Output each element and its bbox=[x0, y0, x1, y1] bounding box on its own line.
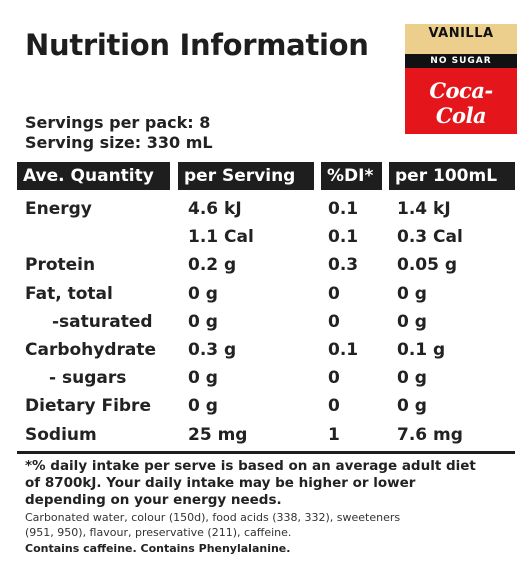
per-serving-value: 0 g bbox=[188, 368, 218, 389]
per-100ml-value: 0.05 g bbox=[397, 255, 458, 276]
nutrient-name: Sodium bbox=[25, 424, 97, 445]
per-serving-value: 0 g bbox=[188, 311, 218, 332]
percent-di-value: 1 bbox=[328, 424, 340, 445]
footnote-line-1: *% daily intake per serve is based on an… bbox=[25, 458, 476, 474]
per-100ml-value: 1.4 kJ bbox=[397, 199, 451, 219]
per-serving-value: 25 mg bbox=[188, 424, 248, 445]
percent-di-value: 0 bbox=[328, 396, 340, 417]
nutrient-name: -saturated bbox=[52, 311, 153, 332]
logo-variant: NO SUGAR bbox=[405, 54, 517, 68]
percent-di-value: 0.1 bbox=[328, 227, 359, 248]
per-serving-value: 1.1 Cal bbox=[188, 227, 254, 248]
per-serving-value: 4.6 kJ bbox=[188, 199, 242, 219]
header-per-serving: per Serving bbox=[178, 162, 314, 190]
per-100ml-value: 0.3 Cal bbox=[397, 227, 463, 248]
percent-di-value: 0 bbox=[328, 283, 340, 304]
per-100ml-value: 0 g bbox=[397, 368, 427, 389]
nutrient-name: Energy bbox=[25, 199, 92, 219]
per-serving-value: 0.3 g bbox=[188, 340, 237, 360]
footnote-line-3: depending on your energy needs. bbox=[25, 492, 282, 508]
header-ave-quantity: Ave. Quantity bbox=[17, 162, 170, 190]
page-title: Nutrition Information bbox=[25, 28, 369, 62]
serving-size: Serving size: 330 mL bbox=[25, 133, 213, 152]
per-serving-value: 0 g bbox=[188, 283, 218, 304]
logo-gold-band bbox=[405, 24, 517, 54]
nutrient-name: Fat, total bbox=[25, 283, 113, 304]
nutrient-name: Dietary Fibre bbox=[25, 396, 151, 417]
percent-di-value: 0.3 bbox=[328, 255, 359, 276]
servings-per-pack: Servings per pack: 8 bbox=[25, 113, 211, 132]
logo-brand: Coca-Cola bbox=[429, 78, 493, 128]
footnote-line-2: of 8700kJ. Your daily intake may be high… bbox=[25, 475, 416, 491]
per-100ml-value: 0.1 g bbox=[397, 340, 446, 360]
nutrient-name: - sugars bbox=[49, 368, 127, 389]
percent-di-value: 0 bbox=[328, 368, 340, 389]
per-100ml-value: 0 g bbox=[397, 311, 427, 332]
per-serving-value: 0 g bbox=[188, 396, 218, 417]
nutrient-name: Protein bbox=[25, 255, 96, 276]
contains-warning: Contains caffeine. Contains Phenylalanin… bbox=[25, 542, 291, 555]
percent-di-value: 0.1 bbox=[328, 340, 359, 360]
nutrient-name: Carbohydrate bbox=[25, 340, 157, 360]
per-100ml-value: 7.6 mg bbox=[397, 424, 463, 445]
per-serving-value: 0.2 g bbox=[188, 255, 237, 276]
percent-di-value: 0 bbox=[328, 311, 340, 332]
ingredients-line-1: Carbonated water, colour (150d), food ac… bbox=[25, 511, 401, 524]
per-100ml-value: 0 g bbox=[397, 283, 427, 304]
ingredients-line-2: (951, 950), flavour, preservative (211),… bbox=[25, 526, 292, 539]
table-bottom-rule bbox=[17, 451, 515, 454]
percent-di-value: 0.1 bbox=[328, 199, 359, 219]
header-percent-di: %DI* bbox=[321, 162, 382, 190]
header-per-100ml: per 100mL bbox=[389, 162, 515, 190]
coca-cola-vanilla-logo: VANILLA NO SUGAR Coca-Cola bbox=[405, 24, 517, 134]
logo-flavor: VANILLA bbox=[428, 26, 494, 41]
per-100ml-value: 0 g bbox=[397, 396, 427, 417]
